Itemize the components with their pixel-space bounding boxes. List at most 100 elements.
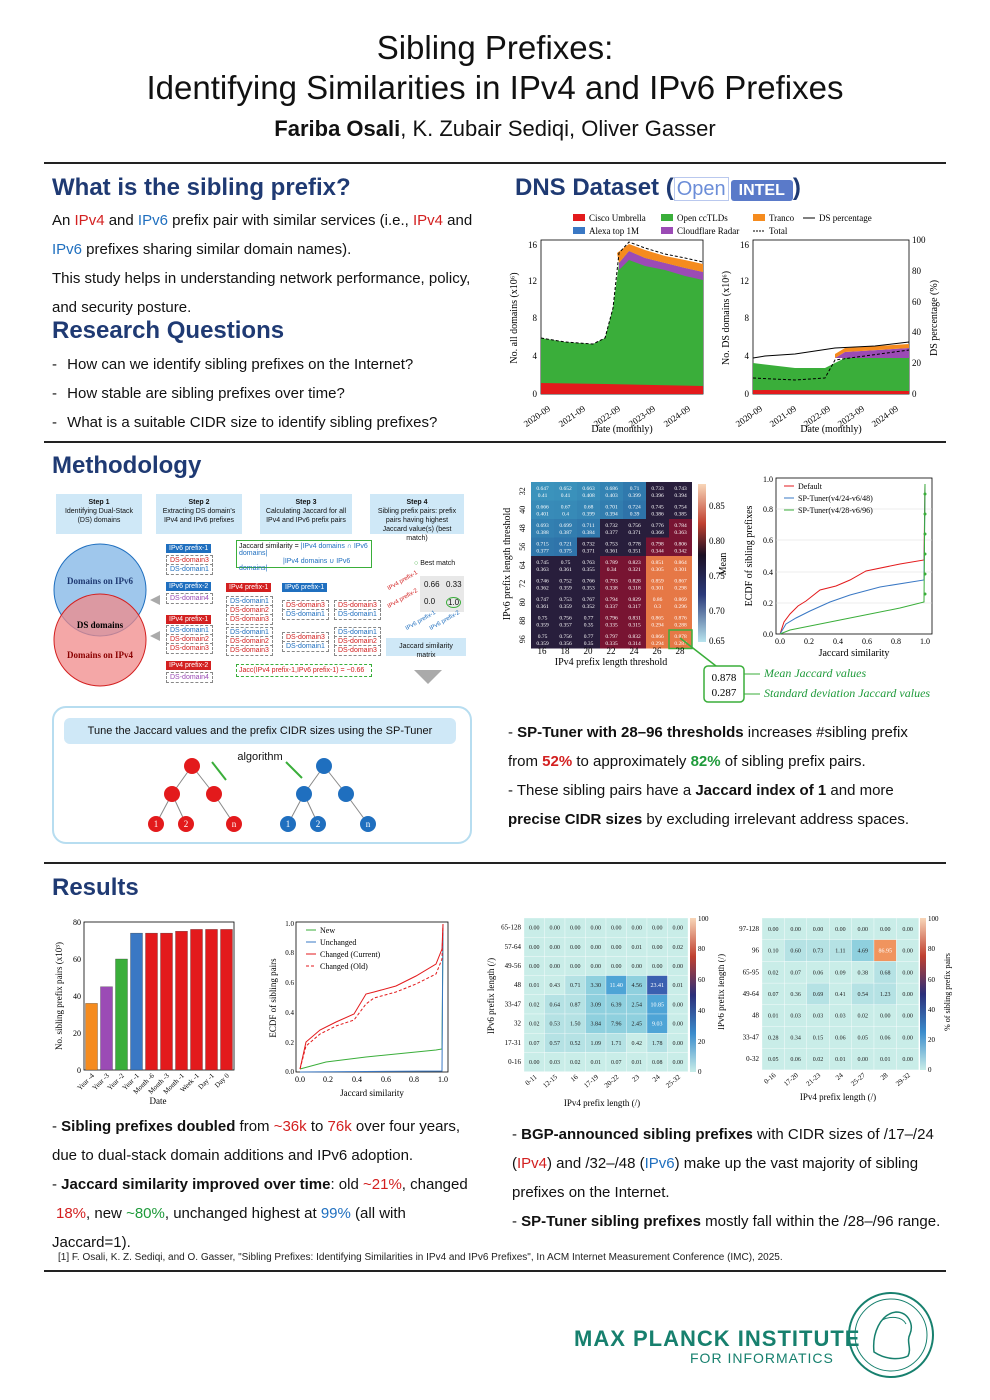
svg-text:0: 0: [533, 389, 538, 399]
cell-label: 0.00: [673, 1002, 684, 1008]
heatmap-cell: [669, 519, 692, 538]
svg-text:IPv4 prefix length (/): IPv4 prefix length (/): [564, 1098, 640, 1108]
cell-label: 0.00: [632, 964, 643, 970]
cell-label: 0.10: [768, 949, 779, 955]
cell-label: 23.41: [651, 983, 665, 989]
svg-text:Jaccard similarity: Jaccard similarity: [819, 648, 890, 659]
cell-label: 0.866: [651, 634, 664, 640]
cell-label: 0.35: [584, 623, 594, 629]
cell-label: 2.45: [632, 1022, 643, 1028]
svg-text:12: 12: [528, 276, 537, 286]
cell-label: 0.06: [880, 1035, 891, 1041]
y-tick: 32: [514, 1020, 522, 1028]
dns-left-chart: 0 4 8 12 16 2020-09 2021-09 2022-09 2023…: [509, 239, 704, 435]
cell-label: 0.829: [628, 597, 641, 603]
cell-label: 0.00: [880, 927, 891, 933]
cell-label: 0.867: [674, 579, 687, 585]
cell-label: 0.756: [559, 616, 572, 622]
cell-label: 0.362: [536, 586, 549, 592]
svg-text:2024-09: 2024-09: [662, 403, 693, 429]
svg-text:18: 18: [561, 646, 571, 656]
y-tick: 96: [752, 947, 760, 955]
svg-text:26: 26: [653, 646, 663, 656]
heatmap-cell: [554, 630, 577, 649]
cell-label: 0.746: [536, 579, 549, 585]
cell-label: 0.03: [813, 1014, 824, 1020]
cell-label: 0.05: [768, 1057, 779, 1063]
cell-label: 0.00: [591, 964, 602, 970]
svg-text:40: 40: [912, 327, 922, 337]
y-tick: 32: [518, 487, 527, 495]
heatmap-cell: [577, 500, 600, 519]
cell-label: 0.865: [651, 616, 664, 622]
cell-label: 0.00: [790, 927, 801, 933]
cell-label: 0.02: [673, 945, 684, 951]
cell-label: 0.756: [559, 634, 572, 640]
svg-text:Unchanged: Unchanged: [320, 938, 356, 947]
openintel-logo-intel: INTEL: [730, 180, 793, 201]
heatmap-cell: [600, 574, 623, 593]
list-item: What is a suitable CIDR size to identify…: [52, 408, 482, 437]
svg-text:0.6: 0.6: [285, 979, 294, 987]
svg-text:0.8: 0.8: [891, 637, 901, 646]
section-methodology: Methodology: [52, 452, 202, 479]
cell-label: 0.371: [582, 549, 595, 555]
svg-text:20: 20: [928, 1036, 936, 1044]
svg-text:No. sibling prefix pairs (x10³: No. sibling prefix pairs (x10³): [54, 942, 64, 1050]
heatmap-cell: [531, 611, 554, 630]
y-tick: 65-95: [743, 968, 760, 976]
cell-label: 0.07: [611, 1060, 622, 1066]
x-tick: 23: [631, 1073, 642, 1084]
cell-label: 0.00: [611, 926, 622, 932]
cell-label: 0.337: [605, 604, 618, 610]
x-tick: 21-23: [805, 1071, 823, 1088]
x-tick: 0-11: [524, 1073, 539, 1088]
svg-text:16: 16: [528, 240, 538, 250]
y-tick: 65-128: [501, 924, 521, 932]
legend-item: Alexa top 1M: [589, 226, 639, 236]
legend-item: Cisco Umbrella: [589, 213, 646, 223]
cell-label: 2.54: [632, 1002, 643, 1008]
dns-dataset-chart: Cisco Umbrella Alexa top 1M Open ccTLDs …: [509, 213, 940, 435]
legend-item: DS percentage: [819, 213, 872, 223]
cell-label: 0.721: [559, 542, 572, 548]
cell-label: 0.732: [582, 542, 595, 548]
y-tick: 88: [518, 617, 527, 625]
cell-label: 0.314: [628, 641, 641, 647]
svg-text:New: New: [320, 926, 335, 935]
cell-label: 0.878: [674, 634, 687, 640]
cell-label: 0.384: [582, 530, 595, 536]
svg-text:n: n: [366, 819, 371, 829]
cell-label: 0.01: [768, 1014, 779, 1020]
svg-text:0: 0: [928, 1066, 932, 1074]
cell-label: 0.763: [582, 560, 595, 566]
cell-label: 0.75: [561, 560, 571, 566]
svg-text:0.85: 0.85: [709, 501, 725, 511]
cell-label: 0.745: [651, 505, 664, 511]
svg-text:60: 60: [73, 955, 81, 964]
cell-label: 0.828: [628, 579, 641, 585]
cell-label: 0.08: [652, 1060, 663, 1066]
svg-text:0.0: 0.0: [285, 1068, 294, 1076]
svg-text:60: 60: [698, 976, 706, 984]
cell-label: 10.85: [651, 1002, 665, 1008]
heatmap-cell: [600, 519, 623, 538]
heatmap-cell: [600, 630, 623, 649]
heatmap-cell: [577, 593, 600, 612]
cell-label: 0.00: [570, 926, 581, 932]
y-tick: 97-128: [739, 925, 759, 933]
cell-label: 0.666: [536, 505, 549, 511]
cell-label: 0.388: [536, 530, 549, 536]
heatmap-bgp-prefixes: 0.00 0.00 0.00 0.00 0.00 0.00 0.00 0.00 0.00 0.00…: [486, 915, 709, 1108]
svg-text:Standard deviation Jaccard val: Standard deviation Jaccard values: [764, 686, 930, 700]
cell-label: 0.00: [902, 1057, 913, 1063]
cell-label: 0.00: [529, 945, 540, 951]
cell-label: 0.794: [605, 597, 618, 603]
svg-text:0.8: 0.8: [285, 949, 294, 957]
heatmap-cell: [577, 556, 600, 575]
step-4: Step 4 Sibling prefix pairs: prefix pairs…: [370, 494, 464, 542]
section-research-questions: Research Questions: [52, 317, 285, 344]
cell-label: 0.686: [605, 486, 618, 492]
cell-label: 0.408: [582, 493, 595, 499]
y-tick: 80: [518, 598, 527, 606]
